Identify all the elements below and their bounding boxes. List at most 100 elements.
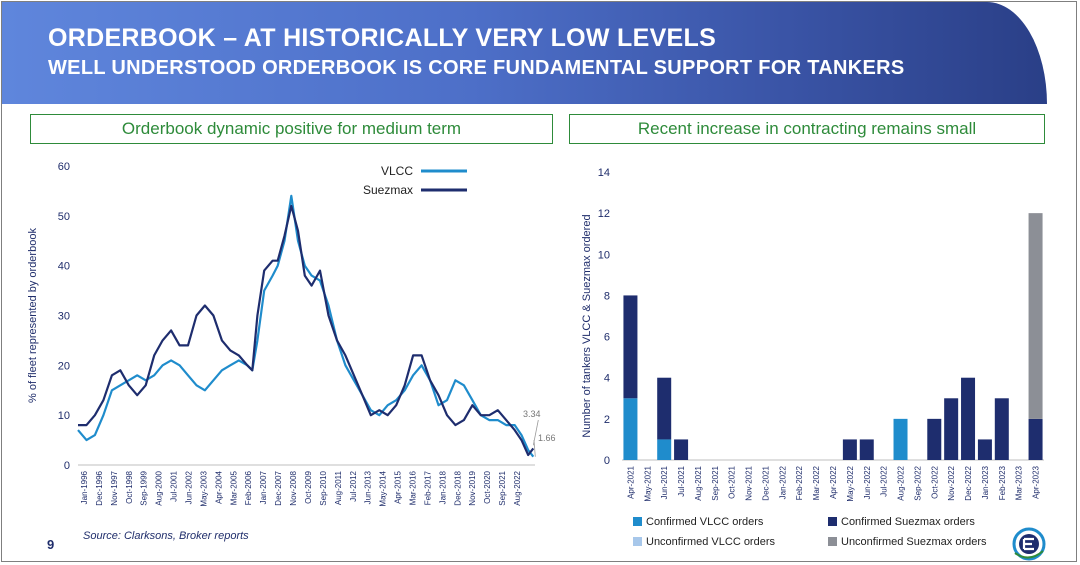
x-tick-label: Jan-1996 [80,470,89,504]
x-tick-label: Oct-2022 [930,465,939,498]
company-logo-icon [1012,527,1046,561]
x-tick-label: Oct-1998 [125,470,134,503]
bar-segment [977,439,992,460]
x-tick-label: Aug-2000 [155,470,164,505]
slide-title: ORDERBOOK – AT HISTORICALLY VERY LOW LEV… [48,24,717,52]
orderbook-line-chart: 0 10 20 30 40 50 60 % of fleet represented by o… [27,161,556,507]
bar-segment [944,398,959,460]
y-tick-label: 4 [604,373,610,385]
x-tick-label: Dec-2007 [274,470,283,505]
x-tick-label: Mar-2023 [1015,465,1024,500]
bar-segment [674,439,689,460]
legend-label: Unconfirmed Suezmax orders [841,536,987,548]
y-tick-label: 12 [598,208,610,220]
x-tick-label: Aug-2022 [513,470,522,505]
x-tick-label: Jan-2018 [438,470,447,504]
y-tick-label: 14 [598,167,610,179]
y-tick-label: 10 [598,249,610,261]
x-tick-label: Jul-2001 [170,470,179,501]
x-tick-label: Dec-2018 [453,470,462,505]
y-tick-label: 20 [58,360,70,372]
bar-segment [927,418,942,460]
x-tick-label: Oct-2020 [483,470,492,503]
x-tick-label: Mar-2016 [408,470,417,505]
x-tick-label: Nov-2008 [289,470,298,505]
slide-subtitle: WELL UNDERSTOOD ORDERBOOK IS CORE FUNDAM… [48,57,905,79]
x-tick-label: Aug-2011 [334,470,343,505]
legend-label: Unconfirmed VLCC orders [646,536,775,548]
legend-label: Confirmed VLCC orders [646,516,764,528]
x-tick-label: Oct-2021 [728,465,737,498]
x-tick-label: Aug-2022 [897,465,906,500]
x-tick-label: Oct-2009 [304,470,313,503]
y-tick-label: 10 [58,410,70,422]
bar-segment [657,439,672,460]
x-tick-label: Apr-2021 [626,465,635,498]
bar-segment [1028,418,1043,460]
y-tick-label: 2 [604,414,610,426]
legend-label-suezmax: Suezmax [363,183,413,197]
bar-segment [623,398,638,460]
x-tick-label: Nov-2022 [947,465,956,500]
x-tick-label: Jan-2022 [778,465,787,499]
x-tick-label: May-2021 [643,465,652,501]
x-tick-label: Dec-1996 [95,470,104,505]
x-tick-label: Aug-2021 [694,465,703,500]
legend-swatch [633,517,642,526]
x-tick-label: Dec-2021 [761,465,770,500]
annotation-label-vlcc: 1.66 [538,433,556,443]
x-tick-label: Jan-2007 [259,470,268,504]
x-tick-label: May-2022 [846,465,855,501]
x-tick-label: Apr-2022 [829,465,838,498]
x-tick-label: Feb-2017 [423,470,432,505]
bar-segment [859,439,874,460]
x-tick-label: Feb-2022 [795,465,804,500]
page-number: 9 [47,537,55,552]
bar-segment [961,377,976,460]
legend-label-vlcc: VLCC [381,164,413,178]
header-banner [2,2,1047,104]
x-tick-label: Jun-2013 [364,470,373,504]
x-tick-label: Mar-2005 [229,470,238,505]
x-tick-label: Jan-2023 [981,465,990,499]
x-tick-label: Feb-2006 [244,470,253,505]
x-tick-label: Jun-2021 [660,465,669,499]
x-tick-label: Jun-2022 [863,465,872,499]
y-tick-label: 60 [58,161,70,173]
legend-swatch [828,537,837,546]
x-tick-label: Jul-2022 [880,465,889,496]
y-tick-label: 0 [64,460,70,472]
x-tick-label: Apr-2015 [394,470,403,503]
x-tick-label: Jul-2021 [677,465,686,496]
y-tick-label: 8 [604,290,610,302]
bar-segment [893,418,908,460]
bar-segment [1028,213,1043,419]
y-tick-label: 40 [58,261,70,273]
x-tick-label: Mar-2022 [812,465,821,500]
bar-segment [657,377,672,440]
x-tick-label: Jul-2012 [349,470,358,501]
x-tick-label: May-2003 [199,470,208,506]
source-note: Source: Clarksons, Broker reports [83,530,249,542]
y-axis-label: % of fleet represented by orderbook [27,228,39,403]
legend-swatch [828,517,837,526]
y-axis-label: Number of tankers VLCC & Suezmax ordered [581,214,593,437]
x-tick-label: Sep-2022 [913,465,922,500]
x-tick-label: Nov-2021 [745,465,754,500]
contracting-bar-chart: 0 2 4 6 8 10 12 14 Number of tankers VLCC & Suez… [581,167,1044,548]
x-tick-label: Nov-2019 [468,470,477,505]
y-tick-label: 50 [58,211,70,223]
legend-swatch [633,537,642,546]
x-tick-label: Jun-2002 [185,470,194,504]
x-tick-label: Dec-2022 [964,465,973,500]
x-tick-label: Nov-1997 [110,470,119,505]
x-tick-label: Sep-2021 [498,470,507,505]
x-tick-label: Apr-2023 [1032,465,1041,498]
bar-segment [623,295,638,399]
x-tick-label: May-2014 [379,470,388,506]
legend-label: Confirmed Suezmax orders [841,516,975,528]
x-tick-label: Apr-2004 [214,470,223,503]
x-tick-label: Sep-2021 [711,465,720,500]
